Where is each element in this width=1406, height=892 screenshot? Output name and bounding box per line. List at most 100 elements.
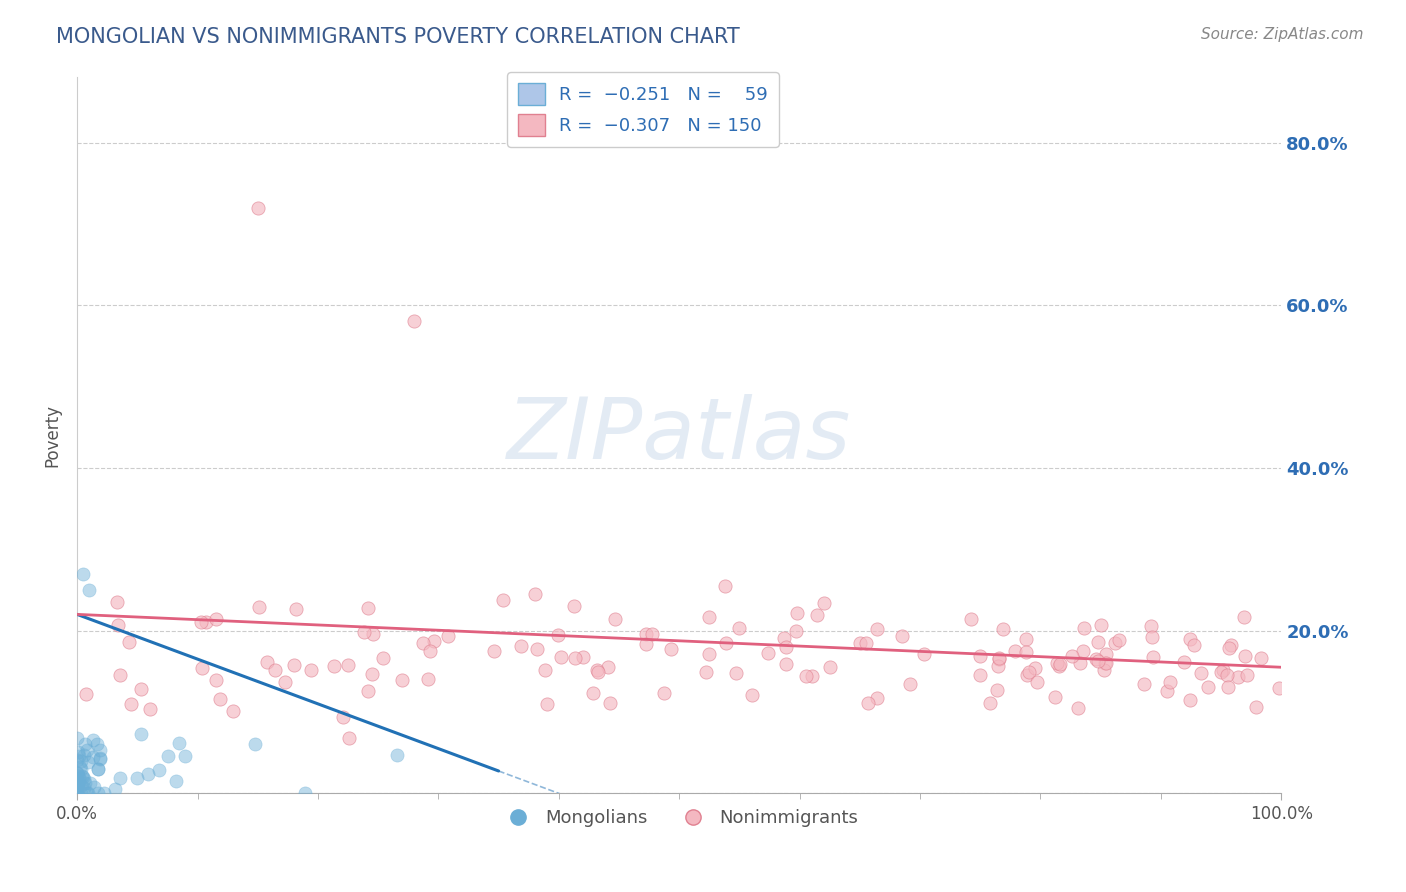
- Point: [988, 652, 1011, 666]
- Point: [1197, 681, 1219, 695]
- Point: [1180, 632, 1202, 646]
- Point: [120, 697, 142, 711]
- Point: [66, 731, 89, 745]
- Point: [337, 657, 360, 672]
- Point: [1104, 636, 1126, 650]
- Point: [1004, 643, 1026, 657]
- Point: [1087, 654, 1109, 668]
- Point: [849, 635, 872, 649]
- Point: [86, 737, 108, 751]
- Point: [898, 677, 921, 691]
- Point: [87, 786, 110, 800]
- Point: [1216, 668, 1239, 682]
- Point: [73, 780, 96, 795]
- Point: [75, 687, 97, 701]
- Point: [67, 745, 90, 759]
- Point: [510, 640, 533, 654]
- Point: [1173, 655, 1195, 669]
- Point: [1084, 652, 1107, 666]
- Point: [70, 768, 93, 782]
- Point: [1132, 677, 1154, 691]
- Point: [1226, 669, 1249, 683]
- Point: [67, 771, 90, 785]
- Point: [208, 691, 231, 706]
- Text: Source: ZipAtlas.com: Source: ZipAtlas.com: [1201, 27, 1364, 42]
- Point: [1043, 690, 1066, 705]
- Point: [66, 776, 89, 790]
- Point: [243, 737, 266, 751]
- Point: [1018, 665, 1040, 679]
- Point: [1047, 658, 1070, 673]
- Point: [419, 644, 441, 658]
- Point: [222, 705, 245, 719]
- Point: [256, 655, 278, 669]
- Point: [131, 726, 153, 740]
- Point: [205, 673, 228, 688]
- Point: [332, 710, 354, 724]
- Point: [148, 763, 170, 777]
- Point: [357, 683, 380, 698]
- Point: [70, 754, 93, 768]
- Point: [73, 772, 96, 787]
- Point: [562, 599, 585, 614]
- Point: [772, 631, 794, 645]
- Point: [139, 702, 162, 716]
- Point: [661, 642, 683, 657]
- Point: [536, 697, 558, 711]
- Point: [246, 201, 269, 215]
- Point: [66, 786, 89, 800]
- Point: [806, 608, 828, 623]
- Point: [357, 601, 380, 615]
- Point: [1108, 633, 1130, 648]
- Point: [534, 663, 557, 677]
- Point: [66, 786, 89, 800]
- Point: [1268, 681, 1291, 696]
- Point: [66, 765, 89, 780]
- Point: [1219, 638, 1241, 652]
- Point: [1062, 648, 1084, 663]
- Point: [1069, 657, 1091, 671]
- Point: [283, 657, 305, 672]
- Point: [654, 686, 676, 700]
- Y-axis label: Poverty: Poverty: [44, 404, 60, 467]
- Point: [728, 621, 751, 635]
- Point: [66, 779, 89, 793]
- Point: [987, 651, 1010, 665]
- Point: [912, 647, 935, 661]
- Point: [361, 627, 384, 641]
- Point: [1236, 667, 1258, 681]
- Point: [550, 650, 572, 665]
- Point: [596, 659, 619, 673]
- Point: [636, 637, 658, 651]
- Point: [1212, 663, 1234, 677]
- Point: [412, 635, 434, 649]
- Point: [986, 682, 1008, 697]
- Point: [70, 762, 93, 776]
- Point: [1216, 681, 1239, 695]
- Point: [993, 623, 1015, 637]
- Point: [66, 779, 89, 793]
- Point: [1218, 640, 1240, 655]
- Point: [82, 749, 104, 764]
- Point: [136, 766, 159, 780]
- Point: [599, 696, 621, 710]
- Point: [775, 657, 797, 671]
- Point: [697, 648, 720, 662]
- Point: [1142, 630, 1164, 644]
- Point: [423, 634, 446, 648]
- Point: [1015, 632, 1038, 646]
- Point: [66, 774, 89, 789]
- Point: [564, 650, 586, 665]
- Point: [77, 755, 100, 769]
- Point: [524, 586, 547, 600]
- Point: [1182, 638, 1205, 652]
- Point: [586, 663, 609, 677]
- Point: [70, 786, 93, 800]
- Point: [1233, 609, 1256, 624]
- Point: [416, 672, 439, 686]
- Point: [274, 675, 297, 690]
- Point: [73, 776, 96, 790]
- Point: [353, 624, 375, 639]
- Point: [586, 665, 609, 679]
- Point: [86, 762, 108, 776]
